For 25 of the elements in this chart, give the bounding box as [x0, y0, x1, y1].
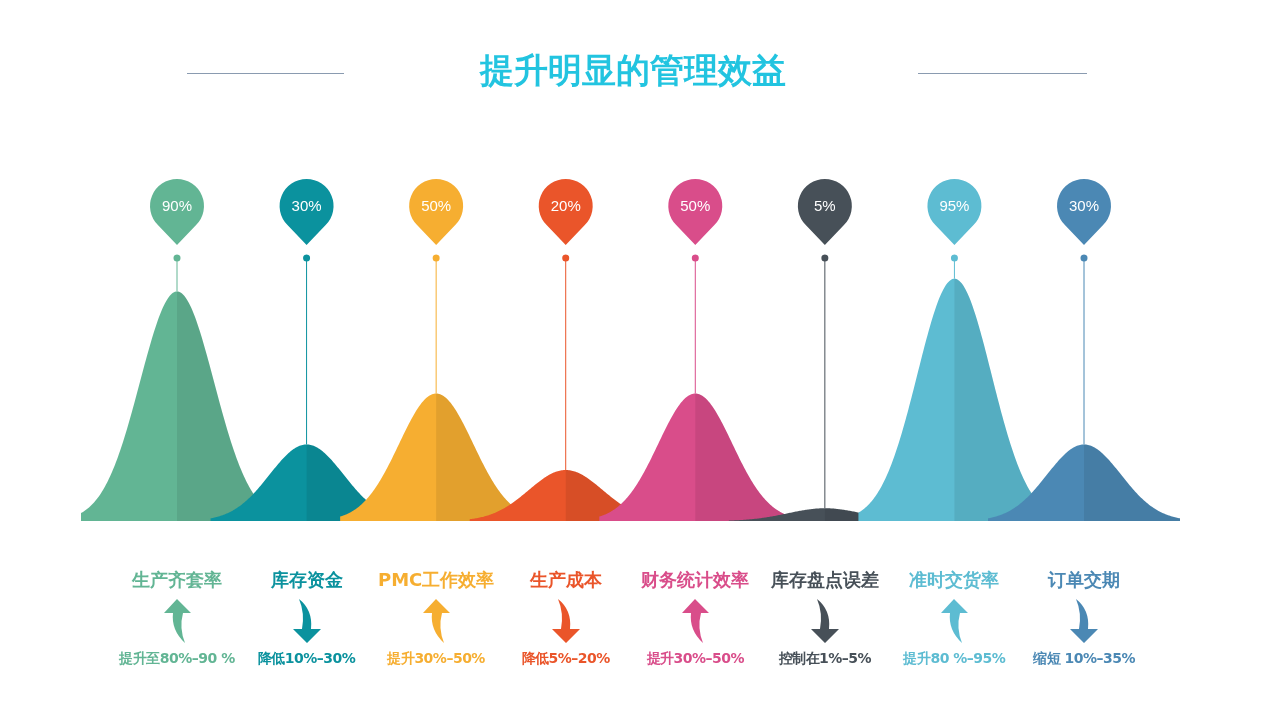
category-label: 财务统计效率	[640, 568, 751, 592]
data-label: 5%	[814, 197, 836, 215]
text: 提升30%–50%	[386, 650, 486, 668]
category-label: PMC工作效率	[376, 568, 496, 592]
data-label: 95%	[939, 197, 970, 215]
category-label: 生产齐套率	[131, 568, 223, 592]
text: 提升30%–50%	[645, 650, 746, 668]
text: 提升至80%–90 %	[118, 650, 236, 668]
category-label: 准时交货率	[908, 568, 1001, 592]
text: 控制在1%–5%	[777, 650, 873, 668]
data-label: 50%	[421, 197, 452, 215]
data-label: 20%	[550, 197, 581, 215]
text: 提升80 %–95%	[902, 650, 1007, 668]
category-label: 订单交期	[1046, 568, 1121, 592]
text: 降低5%–20%	[520, 650, 611, 668]
data-label: 90%	[161, 197, 193, 215]
data-label: 30%	[1068, 197, 1100, 215]
text: 降低10%–30%	[256, 650, 357, 668]
data-label: 30%	[291, 197, 322, 215]
data-label: 50%	[680, 197, 711, 215]
text: 提升明显的管理效益	[478, 49, 787, 92]
category-label: 库存资金	[270, 569, 343, 590]
text: 缩短 10%–35%	[1032, 650, 1136, 668]
category-label: 生产成本	[529, 569, 602, 590]
category-label: 库存盘点误差	[769, 568, 880, 592]
